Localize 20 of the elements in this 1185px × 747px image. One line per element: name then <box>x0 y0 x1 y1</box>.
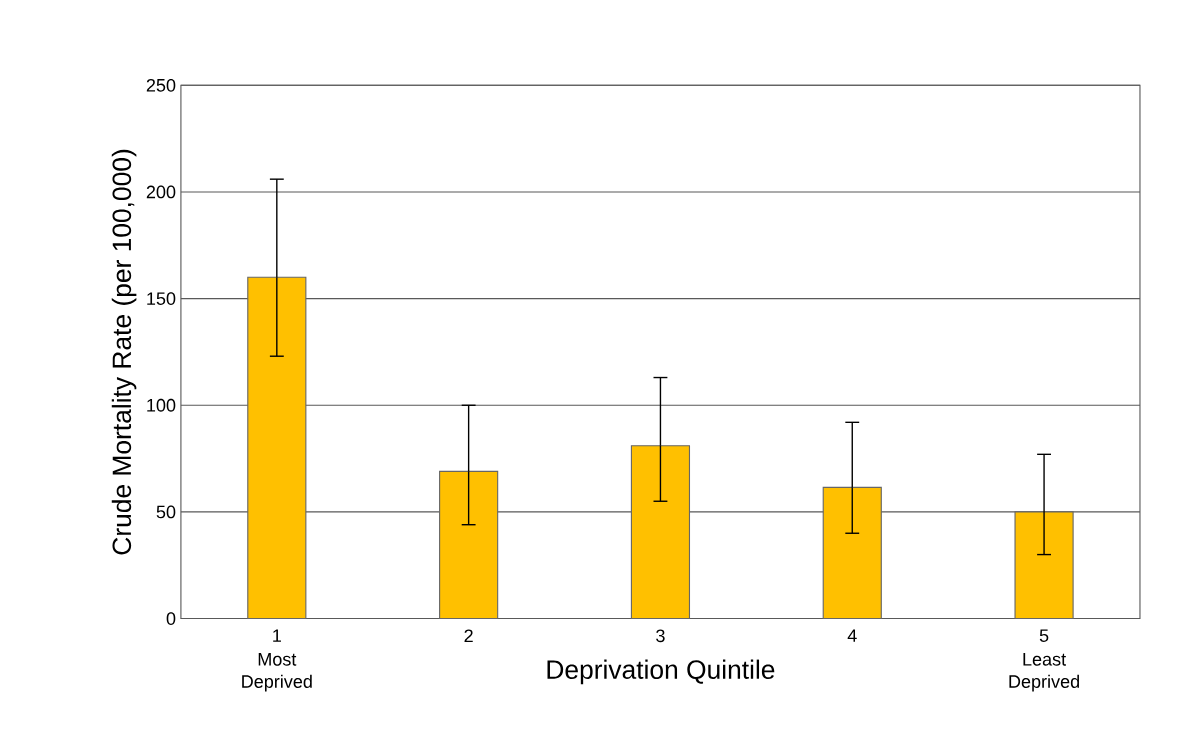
x-tick-label: 5 <box>1039 629 1049 643</box>
y-tick-label: 150 <box>147 292 176 306</box>
y-tick-label: 100 <box>147 399 176 412</box>
y-axis-title: Crude Mortality Rate (per 100,000) <box>111 150 137 555</box>
text: Least Deprived <box>1009 653 1080 692</box>
x-tick-label: 1 <box>273 629 281 643</box>
x-tick-label: 2 <box>464 629 473 643</box>
bar <box>630 445 691 620</box>
x-tick-label: 4 <box>847 629 857 643</box>
x-tick-label: 3 <box>656 629 665 643</box>
y-tick-label: 250 <box>146 79 176 92</box>
x-axis-title: Deprivation Quintile <box>547 659 775 685</box>
bar <box>822 487 882 620</box>
bar <box>439 471 499 620</box>
y-tick-label: 50 <box>156 505 176 519</box>
bar <box>1014 511 1074 620</box>
text: Most Deprived <box>242 653 312 692</box>
y-tick-label: 200 <box>146 185 176 199</box>
y-tick-label: 0 <box>166 612 176 626</box>
bar <box>247 276 307 620</box>
